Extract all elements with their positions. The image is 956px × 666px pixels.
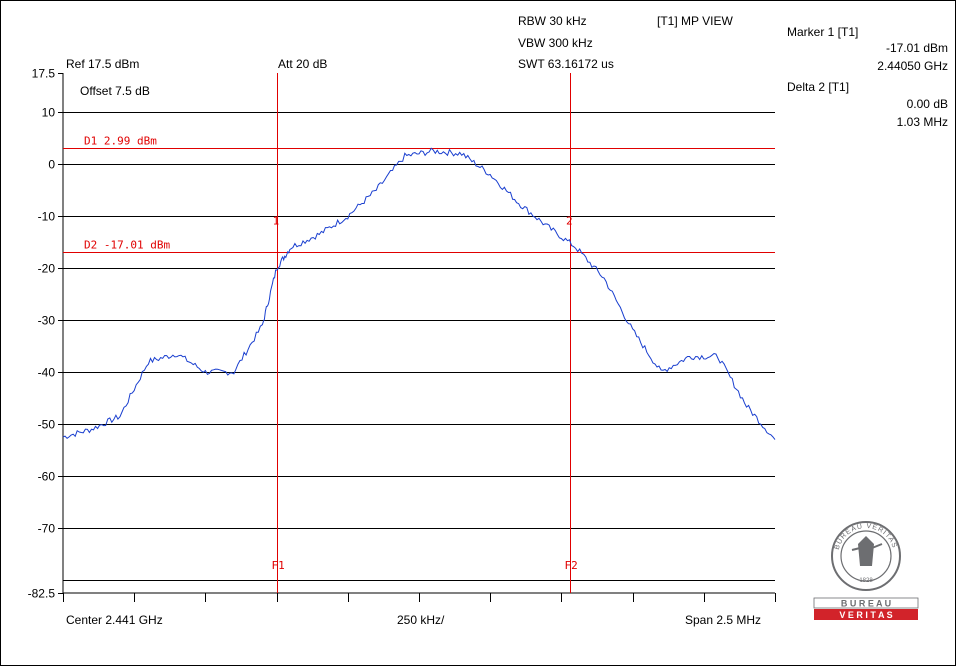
frequency-line-label: F2 (565, 559, 578, 572)
y-tick-label: -40 (38, 366, 56, 380)
display-line-label: D2 -17.01 dBm (84, 239, 170, 252)
swt-label: SWT 63.16172 us (518, 57, 614, 71)
y-tick-label: -82.5 (28, 587, 56, 601)
division-label: 250 kHz/ (397, 613, 445, 627)
offset-label: Offset 7.5 dB (80, 84, 150, 98)
marker1-title: Marker 1 [T1] (787, 25, 859, 39)
y-tick-label: 0 (48, 158, 55, 172)
ref-level-label: Ref 17.5 dBm (66, 57, 140, 71)
y-tick-label: 10 (42, 106, 56, 120)
y-tick-label: 17.5 (32, 67, 56, 81)
logo-figure (858, 536, 874, 566)
frequency-line-label: F1 (272, 559, 285, 572)
view-label: [T1] MP VIEW (657, 14, 733, 28)
delta2-frequency: 1.03 MHz (896, 115, 948, 129)
spectrum-trace (62, 147, 776, 440)
logo-figure-arms (851, 543, 883, 551)
marker1-frequency: 2.44050 GHz (877, 59, 948, 73)
y-tick-label: -60 (38, 470, 56, 484)
delta2-level: 0.00 dB (906, 97, 948, 111)
logo-band-bottom-text: V E R I T A S (839, 610, 892, 620)
y-tick-label: -50 (38, 418, 56, 432)
logo-band-bottom (814, 609, 918, 620)
attenuation-label: Att 20 dB (278, 57, 328, 71)
y-tick-label: -10 (38, 210, 56, 224)
logo-seal-inner (840, 530, 892, 582)
display-line-label: D1 2.99 dBm (84, 135, 157, 148)
vbw-label: VBW 300 kHz (518, 36, 593, 50)
rbw-label: RBW 30 kHz (518, 14, 587, 28)
logo-seal-outer (831, 521, 901, 591)
delta2-title: Delta 2 [T1] (787, 80, 850, 94)
marker-number-label: 2 (566, 214, 573, 227)
logo-band-top (813, 597, 919, 609)
y-tick-label: -70 (38, 522, 56, 536)
bureau-veritas-logo: BUREAU VERITAS 1828 B U R E A U V E R I … (813, 521, 919, 620)
marker-number-label: 1 (273, 214, 280, 227)
logo-year: 1828 (859, 578, 873, 584)
marker1-level: -17.01 dBm (885, 41, 948, 55)
y-tick-label: -20 (38, 262, 56, 276)
span-label: Span 2.5 MHz (685, 613, 762, 627)
center-frequency-label: Center 2.441 GHz (66, 613, 163, 627)
y-tick-label: -30 (38, 314, 56, 328)
logo-band-top-text: B U R E A U (841, 599, 891, 609)
